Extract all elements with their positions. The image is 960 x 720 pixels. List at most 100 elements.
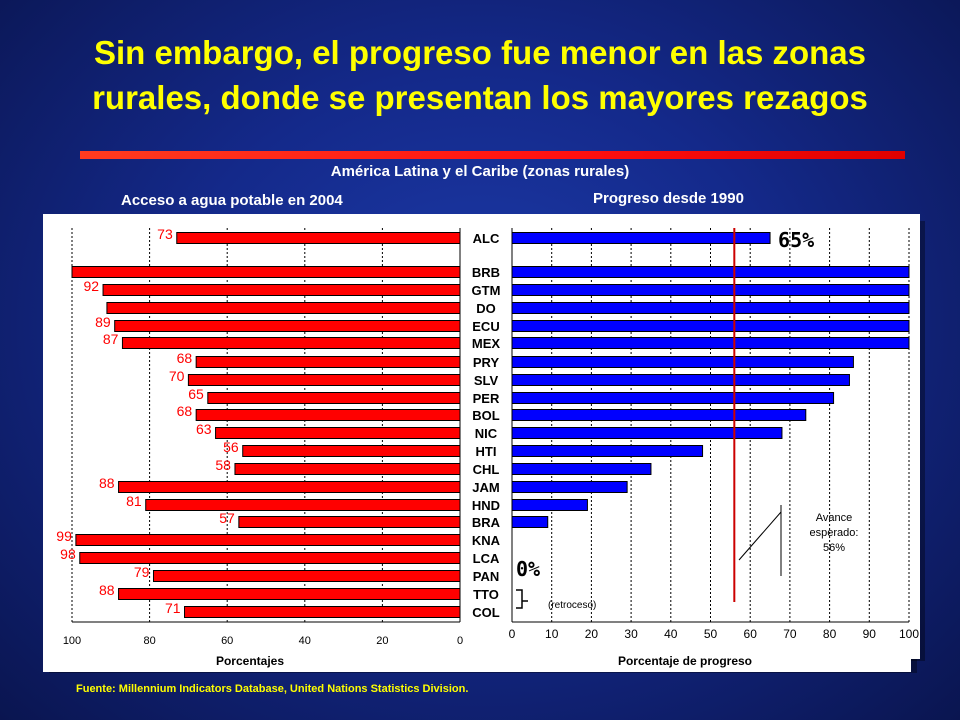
left-value-label: 56 (223, 439, 239, 455)
country-label-alc: ALC (473, 231, 500, 246)
country-label-mex: MEX (472, 336, 501, 351)
right-bar-hti (511, 445, 704, 457)
right-tick-label: 70 (783, 627, 797, 641)
target-callout-leader (738, 511, 782, 561)
left-bar-bra (238, 516, 461, 528)
country-label-kna: KNA (472, 533, 501, 548)
left-bar-brb (71, 266, 461, 278)
right-x-axis-label: Porcentaje de progreso (618, 654, 752, 668)
left-value-label: 73 (157, 226, 173, 242)
left-bar-chl (234, 463, 461, 475)
target-callout-line: esperado: (810, 527, 859, 539)
left-chart-title: Acceso a agua potable en 2004 (121, 192, 343, 209)
left-bar-nic (215, 427, 461, 439)
source-note: Fuente: Millennium Indicators Database, … (76, 683, 469, 695)
left-bar-bol (195, 409, 461, 421)
right-tick-label: 40 (664, 627, 678, 641)
region-title: América Latina y el Caribe (zonas rurale… (330, 163, 630, 180)
left-value-label: 68 (177, 403, 193, 419)
right-bar-nic (511, 427, 783, 439)
right-tick-label: 100 (899, 627, 919, 641)
right-bar-per (511, 392, 835, 404)
country-label-col: COL (472, 605, 500, 620)
right-bar-hnd (511, 499, 588, 511)
right-tick-label: 50 (704, 627, 718, 641)
right-bar-brb (511, 266, 910, 278)
country-label-hti: HTI (476, 444, 497, 459)
right-bar-do (511, 302, 910, 314)
target-callout-label: Avance esperado: 56% (810, 512, 859, 554)
left-tick-label: 100 (63, 635, 81, 647)
left-bar-hnd (145, 499, 461, 511)
right-bar-pry (511, 356, 854, 368)
left-value-label: 98 (60, 546, 76, 562)
title-line-1: Sin embargo, el progreso fue menor en la… (93, 34, 867, 71)
right-tick-label: 0 (509, 627, 516, 641)
left-tick-label: 60 (221, 635, 233, 647)
left-value-label: 81 (126, 493, 142, 509)
left-bar-col (184, 606, 461, 618)
right-bar-slv (511, 374, 850, 386)
country-label-pan: PAN (473, 569, 499, 584)
country-label-slv: SLV (474, 373, 499, 388)
country-label-gtm: GTM (472, 283, 501, 298)
right-chart-title: Progreso desde 1990 (593, 190, 744, 207)
left-tick-label: 80 (143, 635, 155, 647)
right-bar-alc (511, 232, 771, 244)
country-label-jam: JAM (472, 480, 499, 495)
left-bar-per (207, 392, 461, 404)
country-label-lca: LCA (473, 551, 500, 566)
country-label-bol: BOL (472, 408, 500, 423)
right-tick-label: 20 (585, 627, 599, 641)
right-chart-bars (511, 232, 910, 528)
country-label-chl: CHL (473, 462, 500, 477)
right-bar-mex (511, 337, 910, 349)
right-bar-chl (511, 463, 652, 475)
left-bar-pan (152, 570, 461, 582)
left-tick-label: 40 (299, 635, 311, 647)
country-label-ecu: ECU (472, 319, 499, 334)
left-bar-alc (176, 232, 461, 244)
right-chart-annotations: 65% 0% (retroceso) Avance esperado: 56% (516, 228, 858, 611)
left-value-label: 87 (103, 331, 119, 347)
left-value-label: 88 (99, 582, 115, 598)
alc-progress-label: 65% (778, 228, 814, 252)
left-bar-do (106, 302, 461, 314)
left-value-label: 99 (56, 528, 72, 544)
target-callout-line: 56% (823, 542, 845, 554)
left-bar-mex (121, 337, 461, 349)
left-value-label: 92 (83, 278, 99, 294)
left-bar-lca (79, 552, 461, 564)
right-bar-bra (511, 516, 549, 528)
left-value-label: 57 (219, 510, 235, 526)
left-value-label: 68 (177, 350, 193, 366)
left-value-label: 65 (188, 386, 204, 402)
country-label-hnd: HND (472, 498, 500, 513)
left-value-label: 71 (165, 600, 181, 616)
left-bar-jam (118, 481, 461, 493)
left-chart-axis: 100 80 60 40 20 0 (63, 228, 463, 647)
left-bar-ecu (114, 320, 461, 332)
slide-title: Sin embargo, el progreso fue menor en la… (20, 30, 940, 120)
retroceso-label: (retroceso) (548, 600, 596, 611)
right-tick-label: 30 (624, 627, 638, 641)
left-bar-slv (187, 374, 461, 386)
left-bar-pry (195, 356, 461, 368)
title-divider (80, 151, 905, 159)
zero-progress-label: 0% (516, 557, 540, 581)
right-tick-label: 90 (863, 627, 877, 641)
right-bar-bol (511, 409, 807, 421)
left-bar-kna (75, 534, 461, 546)
left-value-label: 88 (99, 475, 115, 491)
right-bar-gtm (511, 284, 910, 296)
right-tick-label: 80 (823, 627, 837, 641)
country-label-pry: PRY (473, 355, 500, 370)
left-tick-label: 0 (457, 635, 463, 647)
left-bar-hti (242, 445, 461, 457)
country-label-nic: NIC (475, 426, 498, 441)
target-callout-line: Avance (816, 512, 853, 524)
right-bar-ecu (511, 320, 910, 332)
left-value-label: 63 (196, 421, 212, 437)
